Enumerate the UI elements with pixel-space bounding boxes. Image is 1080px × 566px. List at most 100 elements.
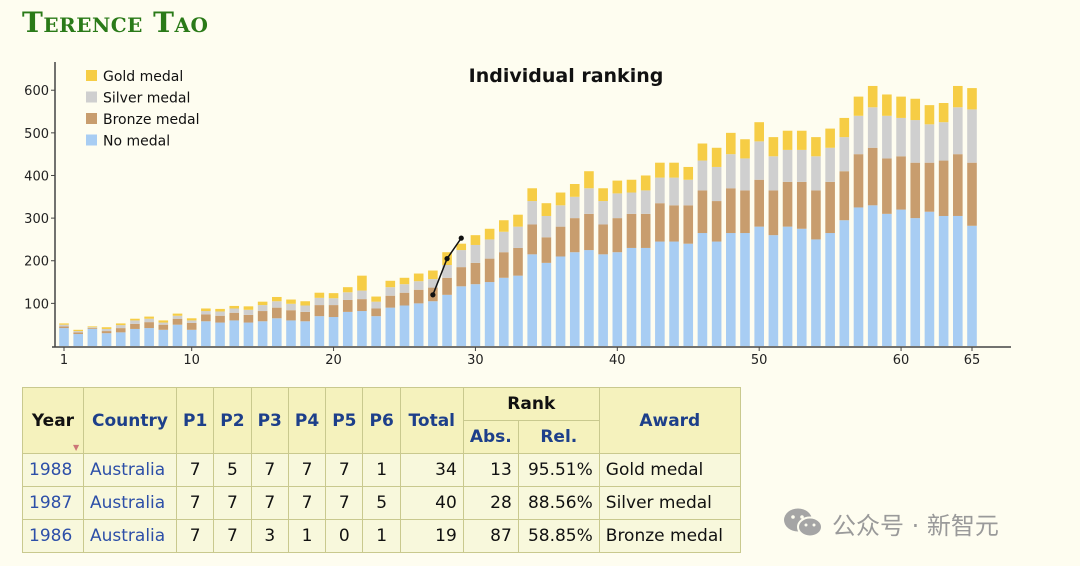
bar-segment-bronze-4 [101,331,112,334]
bar-segment-silver-26 [413,281,424,290]
x-tick-label: 50 [751,353,768,368]
bar-segment-silver-56 [839,137,850,172]
bar-segment-none-55 [825,233,835,346]
bar-segment-silver-36 [555,205,566,227]
bar-segment-bronze-37 [569,218,580,253]
bar-segment-gold-48 [726,132,736,155]
bar-segment-silver-43 [655,177,665,204]
bar-segment-bronze-35 [541,237,552,263]
bar-segment-gold-14 [243,306,254,310]
col-header-award: Award [598,387,741,454]
country-link[interactable]: Australia [83,519,177,553]
x-tick-label: 10 [183,353,200,368]
y-tick-label: 400 [24,169,49,184]
year-link[interactable]: 1987 [22,486,84,520]
table-row: 1986 Australia 7 7 3 1 0 1 19 87 58.85% … [22,519,741,553]
bar-segment-bronze-45 [683,205,694,244]
bar-segment-gold-3 [87,326,98,328]
bar-segment-silver-19 [314,297,325,306]
bar-segment-none-12 [215,322,225,346]
bar-segment-bronze-16 [272,307,282,319]
table-header-row: Year ▼ Country P1 P2 P3 P4 P5 P6 Total Ra… [22,387,741,454]
score-p6: 1 [362,519,401,553]
col-header-p4: P4 [287,387,327,454]
legend-label-bronze: Bronze medal [103,112,200,128]
bar-segment-silver-23 [371,301,381,309]
bar-segment-silver-63 [938,122,949,161]
score-p3: 7 [250,453,289,487]
bar-segment-none-32 [499,277,509,346]
bar-segment-silver-1 [59,324,69,327]
chart-title: Individual ranking [469,65,664,87]
bar-segment-bronze-21 [342,299,353,312]
bar-segment-none-8 [158,329,169,346]
bar-segment-bronze-25 [399,292,410,306]
bar-segment-silver-64 [953,107,963,155]
bar-segment-none-45 [683,243,694,346]
rank-abs: 13 [462,453,519,487]
bar-segment-gold-8 [158,320,169,323]
score-total: 40 [399,486,464,520]
legend-swatch-bronze [86,113,97,124]
bar-segment-bronze-64 [953,154,963,216]
bar-segment-gold-42 [640,175,651,191]
y-tick-label: 600 [24,84,49,99]
bar-segment-none-3 [87,328,98,346]
bar-segment-none-19 [314,316,325,346]
bar-segment-silver-5 [115,325,126,329]
bar-segment-gold-1 [59,323,69,325]
score-p5: 0 [325,519,364,553]
results-table: Year ▼ Country P1 P2 P3 P4 P5 P6 Total Ra… [22,387,741,553]
bar-segment-silver-57 [853,115,864,155]
bar-segment-gold-6 [130,318,140,321]
bar-segment-gold-33 [513,214,523,227]
score-p4: 1 [287,519,327,553]
bar-segment-gold-47 [711,147,722,167]
bar-segment-none-56 [839,220,850,346]
bar-segment-none-2 [73,334,83,346]
bar-segment-gold-43 [655,162,665,178]
rank-rel: 95.51% [517,453,600,487]
bar-segment-gold-46 [697,143,708,161]
sort-indicator-icon: ▼ [73,443,80,452]
bar-segment-none-63 [938,215,949,346]
bar-segment-none-62 [924,211,935,346]
bar-segment-gold-4 [101,327,112,329]
year-link[interactable]: 1986 [22,519,84,553]
bar-segment-silver-14 [243,309,254,315]
bar-segment-bronze-54 [811,190,821,240]
bar-segment-silver-33 [513,226,523,248]
bar-segment-silver-39 [598,201,608,225]
bar-segment-none-58 [867,205,878,346]
bar-segment-none-38 [584,250,594,346]
score-total: 34 [399,453,464,487]
bar-segment-gold-58 [867,85,878,108]
country-link[interactable]: Australia [83,486,177,520]
country-link[interactable]: Australia [83,453,177,487]
bar-segment-gold-22 [357,275,367,291]
bar-segment-gold-53 [796,130,807,150]
watermark-text: 公众号 · 新智元 [832,511,999,540]
bar-segment-gold-31 [484,228,495,240]
bar-segment-bronze-5 [115,328,126,333]
bar-segment-none-26 [413,303,424,346]
bar-segment-gold-35 [541,203,552,216]
bar-segment-bronze-14 [243,314,254,323]
bar-segment-silver-45 [683,179,694,206]
bar-segment-bronze-7 [144,322,154,329]
bar-segment-gold-23 [371,296,381,302]
col-header-year[interactable]: Year ▼ [22,387,84,454]
col-header-total: Total [399,387,464,454]
bar-segment-none-49 [740,233,750,346]
score-p6: 5 [362,486,401,520]
bar-segment-none-17 [286,320,296,346]
year-link[interactable]: 1988 [22,453,84,487]
bar-segment-bronze-24 [385,295,396,308]
bar-segment-bronze-41 [626,213,637,248]
chart-legend: Gold medal Silver medal Bronze medal No med… [86,69,200,150]
bar-segment-bronze-8 [158,324,169,330]
bar-segment-bronze-2 [73,332,83,335]
bar-segment-none-46 [697,233,708,346]
x-tick-label: 65 [964,353,981,368]
bar-segment-bronze-29 [456,267,467,287]
